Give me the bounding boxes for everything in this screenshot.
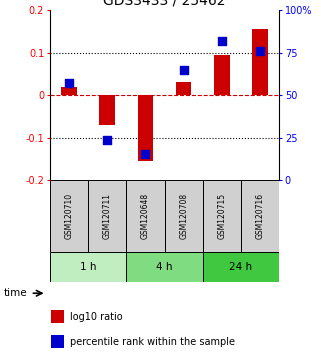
Text: GSM120710: GSM120710 [65,193,74,239]
Bar [88,180,126,252]
Bar [61,87,76,95]
Text: log10 ratio: log10 ratio [70,312,123,322]
Bar [50,252,126,282]
Title: GDS3433 / 25462: GDS3433 / 25462 [103,0,226,8]
Point [105,137,110,143]
Bar [126,252,203,282]
Text: GSM120716: GSM120716 [256,193,265,239]
Bar [100,95,115,125]
Bar [50,180,88,252]
Text: time: time [3,288,27,298]
Point [257,48,263,54]
Text: GSM120708: GSM120708 [179,193,188,239]
Bar [126,180,164,252]
Point [219,38,224,44]
Bar [51,335,64,348]
Bar [164,180,203,252]
Text: GSM120711: GSM120711 [103,193,112,239]
Text: percentile rank within the sample: percentile rank within the sample [70,337,235,347]
Point [143,151,148,157]
Bar [241,180,279,252]
Bar [203,252,279,282]
Bar [138,95,153,161]
Point [66,80,72,86]
Bar [203,180,241,252]
Point [181,67,186,73]
Text: GSM120715: GSM120715 [217,193,226,239]
Text: GSM120648: GSM120648 [141,193,150,239]
Text: 1 h: 1 h [80,262,96,272]
Text: 24 h: 24 h [230,262,253,272]
Bar [51,310,64,324]
Bar [176,82,191,95]
Bar [214,55,230,95]
Bar [253,29,268,95]
Text: 4 h: 4 h [156,262,173,272]
